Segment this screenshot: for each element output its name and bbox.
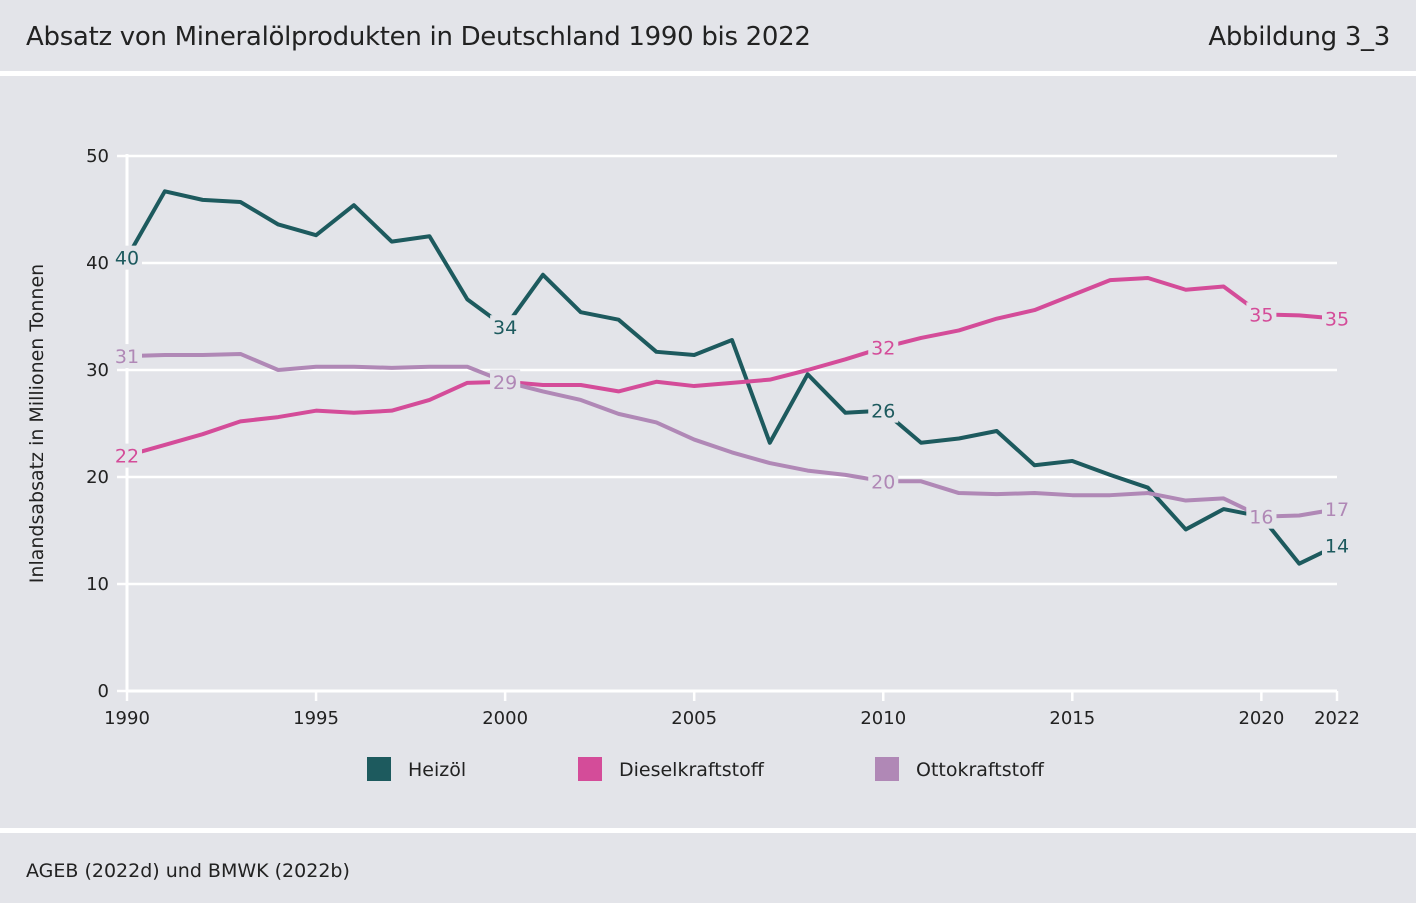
data-label: 20	[871, 471, 895, 493]
legend-swatch	[578, 757, 602, 781]
series-line-2	[125, 351, 1339, 519]
y-tick-label: 30	[86, 360, 109, 381]
x-tick-label: 2022	[1314, 708, 1360, 729]
data-label: 26	[871, 401, 895, 423]
data-label: 31	[115, 346, 139, 368]
series-lines	[125, 189, 1339, 566]
x-tick-label: 2005	[671, 708, 717, 729]
y-tick-label: 20	[86, 467, 109, 488]
y-axis-title: Inlandsabsatz in Millionen Tonnen	[26, 264, 48, 583]
footer-divider	[0, 828, 1416, 833]
data-label: 40	[115, 248, 139, 270]
data-label: 14	[1325, 535, 1349, 557]
data-label: 29	[493, 372, 517, 394]
data-label-bg	[1322, 306, 1352, 331]
data-label: 35	[1325, 309, 1349, 331]
y-tick-label: 40	[86, 253, 109, 274]
series-line-1	[125, 275, 1339, 458]
data-label-bg	[112, 245, 142, 270]
x-tick-label: 2010	[860, 708, 906, 729]
source-note: AGEB (2022d) und BMWK (2022b)	[26, 860, 350, 882]
data-label-bg	[868, 469, 899, 494]
x-tick-label: 2020	[1238, 708, 1284, 729]
header: Absatz von Mineralölprodukten in Deutsch…	[0, 0, 1416, 72]
data-label: 17	[1325, 499, 1349, 521]
figure-label: Abbildung 3_3	[1208, 22, 1390, 52]
y-tick-label: 10	[86, 574, 109, 595]
x-tick-label: 2015	[1049, 708, 1095, 729]
legend-label: Heizöl	[408, 759, 466, 781]
data-label: 32	[871, 338, 895, 360]
data-label-bg	[490, 315, 521, 340]
data-label-bg	[1322, 533, 1352, 558]
data-label-bg	[1246, 504, 1277, 529]
legend: Heizöl Dieselkraftstoff Ottokraftstoff	[367, 757, 1045, 781]
data-label-bg	[112, 344, 142, 369]
legend-label: Ottokraftstoff	[916, 759, 1045, 781]
grid	[127, 154, 1337, 586]
legend-swatch	[875, 757, 899, 781]
data-label-bg	[112, 443, 142, 468]
chart-title: Absatz von Mineralölprodukten in Deutsch…	[26, 22, 811, 52]
data-labels: 403426161422293235353129201617	[112, 245, 1352, 558]
data-label: 22	[115, 446, 139, 468]
data-label-bg	[868, 335, 899, 360]
header-divider	[0, 71, 1416, 76]
data-label-bg	[1322, 497, 1352, 522]
legend-swatch	[367, 757, 391, 781]
y-tick-label: 50	[86, 146, 109, 167]
x-tick-label: 1995	[293, 708, 339, 729]
y-tick-label: 0	[98, 681, 109, 702]
data-label-bg	[490, 369, 521, 394]
x-tick-label: 2000	[482, 708, 528, 729]
data-label: 34	[493, 317, 517, 339]
series-line-0	[125, 189, 1339, 566]
x-tick-label: 1990	[104, 708, 150, 729]
data-label: 35	[1249, 304, 1273, 326]
data-label-bg	[868, 398, 899, 423]
data-label-bg	[1246, 302, 1277, 327]
legend-label: Dieselkraftstoff	[619, 759, 765, 781]
data-label: 16	[1249, 507, 1273, 529]
